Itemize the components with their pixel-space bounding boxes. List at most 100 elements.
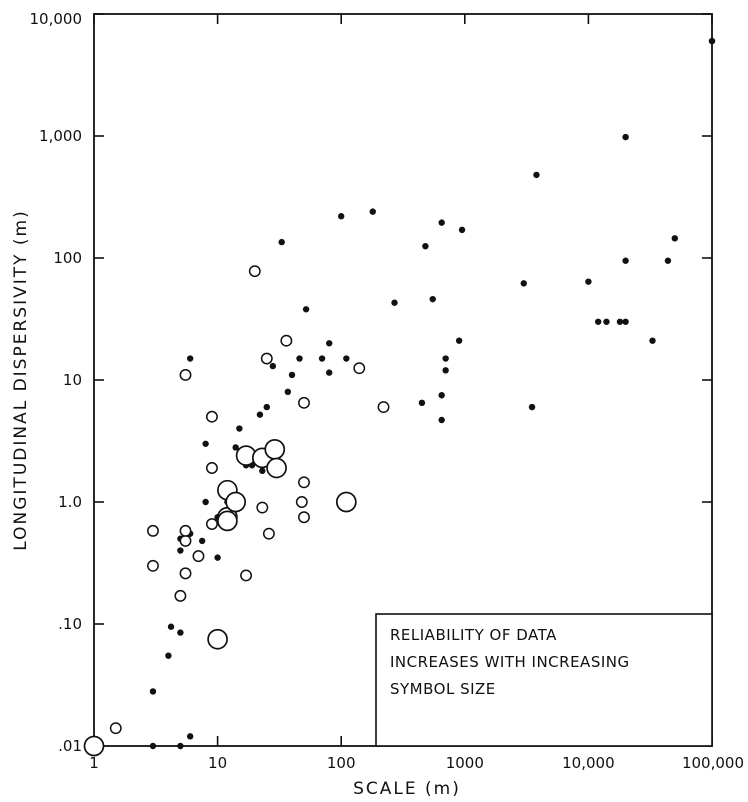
y-tick-label: 1.0 xyxy=(58,493,82,511)
low-reliability-point xyxy=(232,444,239,451)
y-tick-label: 100 xyxy=(53,249,82,267)
x-tick-label: 1000 xyxy=(446,754,484,772)
low-reliability-point xyxy=(438,416,445,424)
intermediate-reliability-point xyxy=(298,396,310,409)
low-reliability-point xyxy=(149,688,157,695)
low-reliability-point xyxy=(442,367,449,374)
y-tick-label: .01 xyxy=(58,737,82,755)
low-reliability-point xyxy=(214,554,221,561)
low-reliability-point xyxy=(302,306,310,313)
y-axis-title: LONGITUDINAL DISPERSIVITY (m) xyxy=(11,209,31,550)
x-tick-label: 10,000 xyxy=(562,754,615,772)
low-reliability-point xyxy=(167,623,175,630)
low-reliability-point xyxy=(622,318,629,325)
low-reliability-point xyxy=(326,369,333,376)
low-reliability-point xyxy=(455,337,463,344)
low-reliability-point xyxy=(278,238,285,246)
high-reliability-point xyxy=(83,735,105,757)
low-reliability-point xyxy=(585,278,592,285)
low-reliability-point xyxy=(622,133,629,141)
x-tick-label: 100,000 xyxy=(682,754,744,772)
y-tick-label: 10,000 xyxy=(30,10,83,28)
low-reliability-point xyxy=(263,403,270,411)
low-reliability-point xyxy=(236,425,243,432)
low-reliability-point xyxy=(616,318,624,325)
low-reliability-point xyxy=(284,388,292,396)
intermediate-reliability-point xyxy=(179,567,192,580)
low-reliability-point xyxy=(177,742,184,750)
reliability-note-line-1: RELIABILITY OF DATA xyxy=(390,626,557,644)
low-reliability-point xyxy=(288,371,296,379)
intermediate-reliability-point xyxy=(262,527,275,540)
reliability-note: RELIABILITY OF DATA INCREASES WITH INCRE… xyxy=(375,613,713,747)
low-reliability-point xyxy=(326,340,333,347)
low-reliability-point xyxy=(622,257,629,264)
intermediate-reliability-point xyxy=(179,369,192,381)
low-reliability-point xyxy=(418,399,426,407)
x-axis-title: SCALE (m) xyxy=(353,779,461,799)
low-reliability-point xyxy=(708,37,716,45)
low-reliability-point xyxy=(603,318,610,325)
data-points xyxy=(83,37,716,757)
low-reliability-point xyxy=(202,498,209,506)
reliability-note-box xyxy=(375,613,713,747)
high-reliability-point xyxy=(335,491,357,513)
intermediate-reliability-point xyxy=(377,401,390,414)
low-reliability-point xyxy=(520,280,527,287)
low-reliability-point xyxy=(202,440,209,447)
low-reliability-point xyxy=(338,213,345,220)
intermediate-reliability-point xyxy=(256,501,269,514)
low-reliability-point xyxy=(269,362,277,370)
low-reliability-point xyxy=(177,547,184,554)
x-axis: 1 10 100 1000 10,000 100,000 xyxy=(89,14,744,772)
high-reliability-point xyxy=(207,628,228,650)
intermediate-reliability-point xyxy=(280,334,293,347)
intermediate-reliability-point xyxy=(298,476,310,489)
low-reliability-point xyxy=(165,652,172,659)
high-reliability-point xyxy=(264,439,286,460)
intermediate-reliability-point xyxy=(174,589,187,602)
reliability-note-line-3: SYMBOL SIZE xyxy=(390,680,496,698)
high-reliability-point xyxy=(225,491,247,513)
intermediate-reliability-point xyxy=(179,534,192,547)
low-reliability-point xyxy=(422,242,429,250)
intermediate-reliability-point xyxy=(147,524,159,537)
low-reliability-point xyxy=(296,355,303,362)
intermediate-reliability-point xyxy=(295,496,308,508)
low-reliability-point xyxy=(149,742,157,750)
low-reliability-point xyxy=(438,392,445,399)
low-reliability-point xyxy=(259,467,266,475)
intermediate-reliability-point xyxy=(205,462,218,474)
intermediate-reliability-point xyxy=(147,559,159,572)
low-reliability-point xyxy=(438,219,445,226)
low-reliability-point xyxy=(429,295,436,303)
intermediate-reliability-point xyxy=(192,550,205,563)
intermediate-reliability-point xyxy=(179,524,192,537)
y-tick-label: .10 xyxy=(58,615,82,633)
low-reliability-point xyxy=(442,355,449,362)
low-reliability-point xyxy=(198,537,206,545)
low-reliability-point xyxy=(533,171,540,179)
intermediate-reliability-point xyxy=(205,518,218,530)
low-reliability-point xyxy=(186,355,194,362)
high-reliability-point xyxy=(217,510,238,532)
intermediate-reliability-point xyxy=(260,352,273,365)
low-reliability-point xyxy=(391,299,398,306)
reliability-note-line-2: INCREASES WITH INCREASING xyxy=(390,653,630,671)
low-reliability-point xyxy=(649,337,656,344)
low-reliability-point xyxy=(458,226,466,234)
intermediate-reliability-point xyxy=(109,722,122,735)
x-tick-label: 1 xyxy=(89,754,99,772)
low-reliability-point xyxy=(318,355,326,362)
low-reliability-point xyxy=(664,257,672,264)
intermediate-reliability-point xyxy=(298,511,310,524)
intermediate-reliability-point xyxy=(240,569,253,582)
intermediate-reliability-point xyxy=(353,362,366,375)
low-reliability-point xyxy=(343,355,350,362)
x-tick-label: 100 xyxy=(327,754,356,772)
low-reliability-point xyxy=(369,208,376,215)
low-reliability-point xyxy=(594,318,602,325)
y-tick-label: 10 xyxy=(63,371,82,389)
x-tick-label: 10 xyxy=(208,754,227,772)
